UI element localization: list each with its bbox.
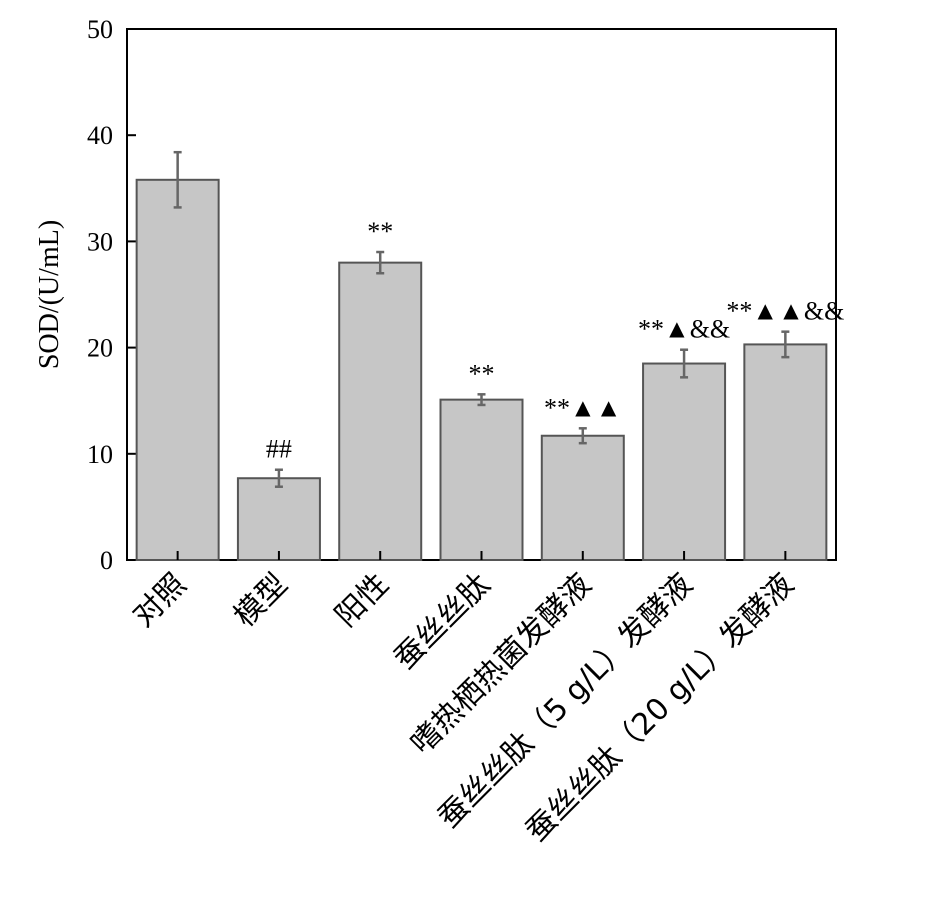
y-tick-label: 50 [87, 15, 113, 44]
y-axis-label: SOD/(U/mL) [34, 220, 65, 369]
y-tick-label: 10 [87, 440, 113, 469]
bar-3 [439, 398, 524, 561]
bar-5 [642, 362, 727, 561]
significance-label: ** [469, 359, 495, 388]
y-tick-label: 20 [87, 334, 113, 363]
significance-label: **▲▲ [544, 393, 621, 422]
significance-label: ** [367, 217, 393, 246]
y-tick-label: 30 [87, 227, 113, 256]
bar-2 [338, 261, 423, 561]
x-tick-label: 阳性 [329, 567, 396, 634]
x-tick-label: 对照 [126, 567, 193, 634]
y-tick-label: 40 [87, 121, 113, 150]
significance-label: **▲▲&& [726, 297, 844, 326]
bar-4 [540, 434, 625, 561]
significance-label: ## [266, 435, 292, 464]
significance-label: **▲&& [638, 315, 730, 344]
x-tick-label: 嗜热栖热菌发酵液 [404, 567, 598, 761]
bar-6 [743, 343, 828, 561]
x-tick-label: 模型 [227, 567, 294, 634]
y-tick-label: 0 [100, 546, 113, 575]
bar-0 [135, 178, 220, 562]
bar-1 [236, 477, 321, 562]
